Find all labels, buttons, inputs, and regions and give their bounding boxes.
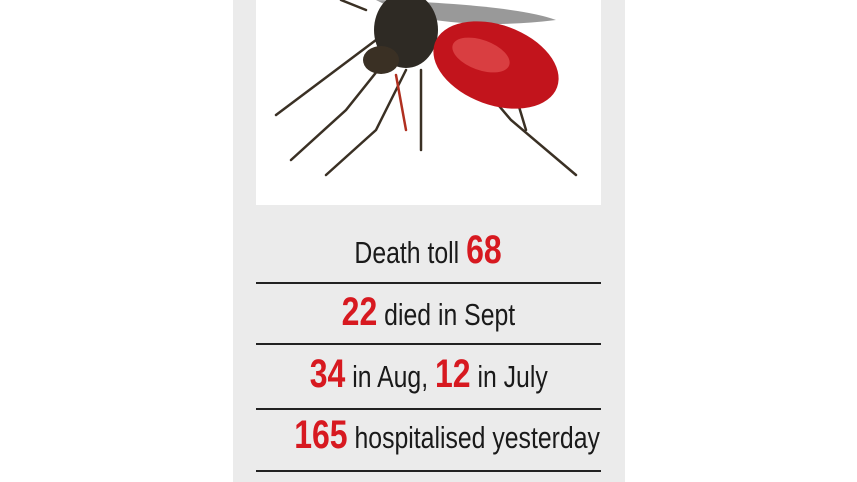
july-label: in July — [470, 359, 548, 394]
hospitalised-row: 165 hospitalised yesterday — [256, 413, 601, 458]
divider — [256, 343, 601, 345]
july-deaths-value: 12 — [434, 352, 471, 396]
aug-july-deaths-row: 34 in Aug, 12 in July — [256, 352, 601, 397]
mosquito-photo — [256, 0, 601, 205]
mosquito-icon — [274, 0, 578, 177]
hospitalised-value: 165 — [294, 413, 348, 457]
sept-deaths-value: 22 — [341, 290, 378, 334]
sept-deaths-row: 22 died in Sept — [256, 290, 601, 335]
sept-deaths-label: died in Sept — [377, 297, 516, 332]
aug-label: in Aug, — [345, 359, 435, 394]
divider — [256, 408, 601, 410]
death-toll-label: Death toll — [354, 235, 467, 270]
death-toll-row: Death toll 68 — [256, 228, 601, 273]
infographic-panel: Death toll 68 22 died in Sept 34 in Aug,… — [233, 0, 625, 482]
divider — [256, 282, 601, 284]
divider — [256, 470, 601, 472]
aug-deaths-value: 34 — [309, 352, 346, 396]
death-toll-value: 68 — [466, 228, 503, 272]
hospitalised-label: hospitalised yesterday — [347, 420, 600, 455]
